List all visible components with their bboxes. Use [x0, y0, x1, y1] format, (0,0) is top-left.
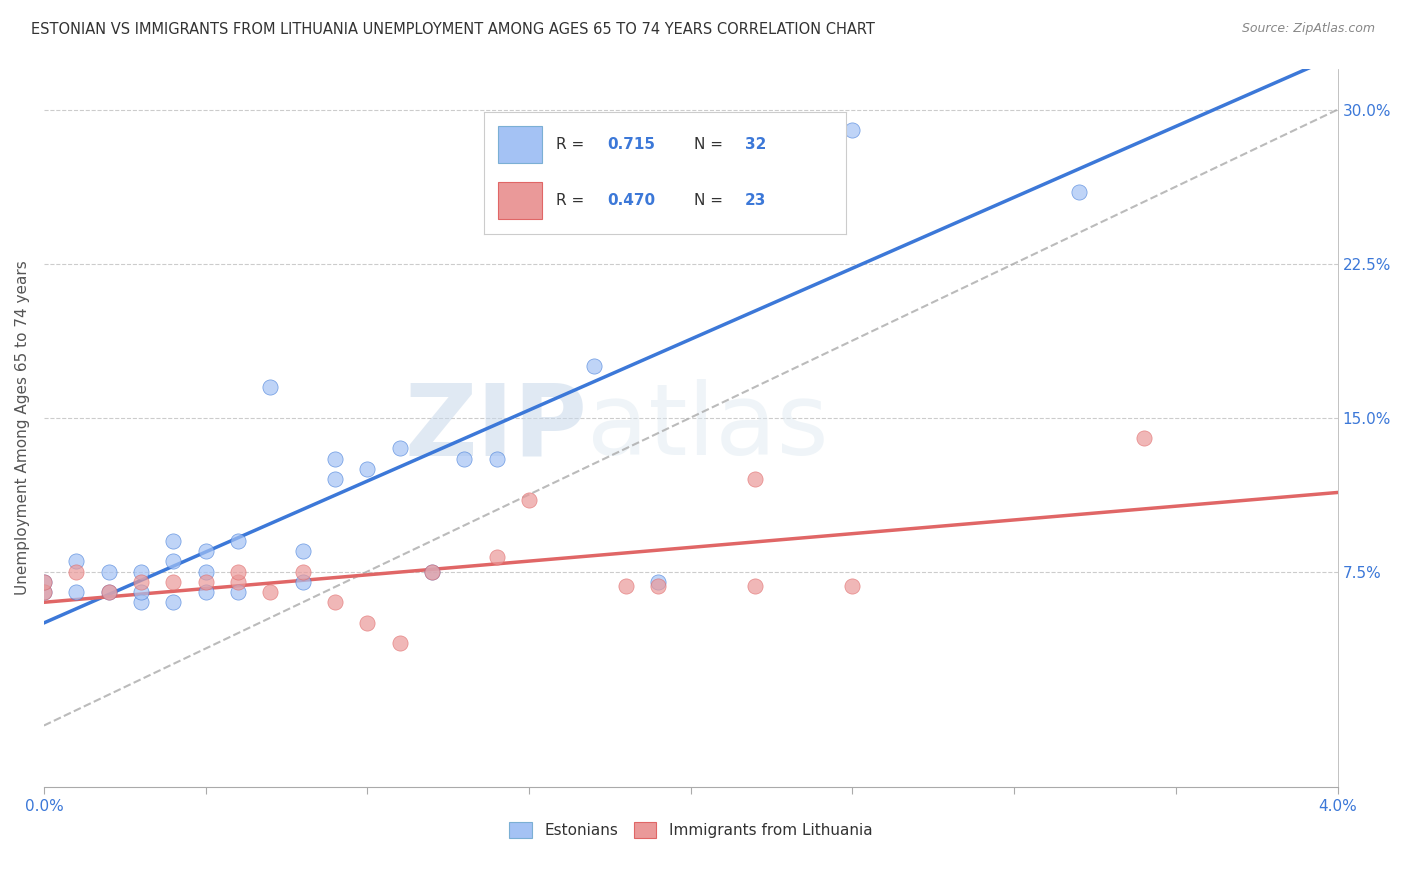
Point — [32, 574, 55, 589]
Point — [65, 554, 87, 568]
Point — [744, 472, 766, 486]
Point — [97, 565, 120, 579]
Point — [1067, 185, 1090, 199]
Point — [32, 574, 55, 589]
Text: ESTONIAN VS IMMIGRANTS FROM LITHUANIA UNEMPLOYMENT AMONG AGES 65 TO 74 YEARS COR: ESTONIAN VS IMMIGRANTS FROM LITHUANIA UN… — [31, 22, 875, 37]
Point — [97, 585, 120, 599]
Point — [32, 585, 55, 599]
Point — [226, 565, 249, 579]
Text: Source: ZipAtlas.com: Source: ZipAtlas.com — [1241, 22, 1375, 36]
Point — [291, 544, 314, 558]
Point — [356, 462, 378, 476]
Point — [97, 585, 120, 599]
Point — [485, 451, 508, 466]
Point — [194, 565, 217, 579]
Point — [582, 359, 605, 374]
Point — [323, 451, 346, 466]
Point — [129, 595, 152, 609]
Point — [388, 442, 411, 456]
Point — [647, 579, 669, 593]
Point — [259, 585, 281, 599]
Point — [291, 565, 314, 579]
Point — [194, 585, 217, 599]
Point — [129, 574, 152, 589]
Point — [129, 585, 152, 599]
Point — [647, 574, 669, 589]
Point — [356, 615, 378, 630]
Point — [226, 585, 249, 599]
Point — [194, 574, 217, 589]
Point — [420, 565, 443, 579]
Point — [65, 565, 87, 579]
Point — [323, 595, 346, 609]
Point — [162, 595, 184, 609]
Point — [162, 533, 184, 548]
Point — [517, 492, 540, 507]
Point — [129, 565, 152, 579]
Text: ZIP: ZIP — [405, 379, 588, 476]
Point — [226, 574, 249, 589]
Point — [65, 585, 87, 599]
Point — [32, 585, 55, 599]
Point — [841, 579, 863, 593]
Point — [259, 380, 281, 394]
Point — [1132, 431, 1154, 445]
Point — [323, 472, 346, 486]
Point — [841, 123, 863, 137]
Point — [291, 574, 314, 589]
Point — [614, 579, 637, 593]
Point — [162, 574, 184, 589]
Point — [194, 544, 217, 558]
Point — [420, 565, 443, 579]
Point — [744, 579, 766, 593]
Text: atlas: atlas — [588, 379, 830, 476]
Point — [485, 550, 508, 565]
Point — [162, 554, 184, 568]
Y-axis label: Unemployment Among Ages 65 to 74 years: Unemployment Among Ages 65 to 74 years — [15, 260, 30, 595]
Point — [453, 451, 475, 466]
Point — [226, 533, 249, 548]
Legend: Estonians, Immigrants from Lithuania: Estonians, Immigrants from Lithuania — [503, 816, 879, 844]
Point — [744, 153, 766, 168]
Point — [388, 636, 411, 650]
